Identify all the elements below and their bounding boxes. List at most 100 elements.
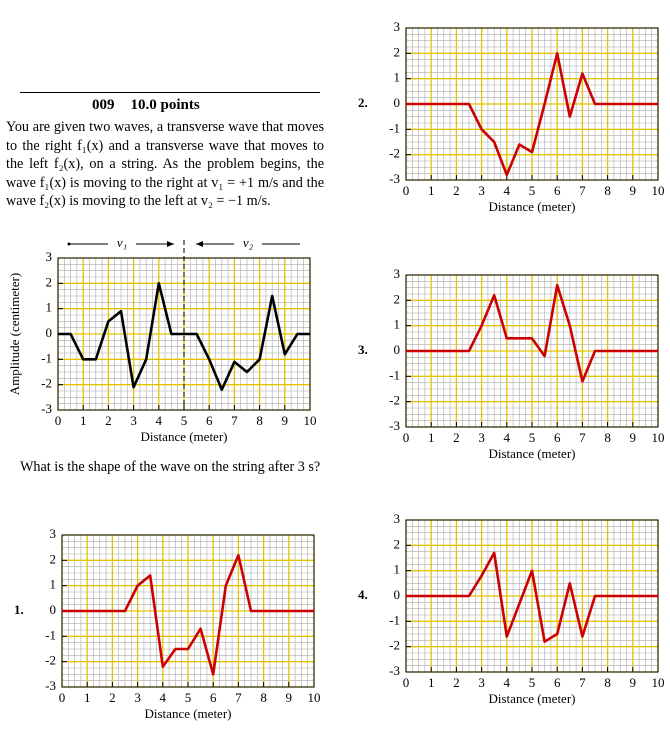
- x-tick-label: 5: [185, 690, 192, 705]
- wave-line: [58, 282, 310, 392]
- y-tick-label: 2: [394, 44, 401, 59]
- x-tick-label: 4: [504, 430, 511, 445]
- option-label: 2.: [358, 95, 368, 110]
- label-bg: [234, 236, 262, 252]
- y-tick-label: 3: [394, 266, 401, 281]
- x-tick-label: 7: [579, 430, 586, 445]
- x-tick-label: 2: [453, 675, 460, 690]
- x-axis-title: Distance (meter): [489, 691, 576, 706]
- problem-text: You are given two waves, a transverse wa…: [6, 119, 324, 209]
- x-tick-label: 5: [181, 413, 188, 428]
- x-tick-label: 1: [428, 183, 435, 198]
- y-axis-title: Amplitude (centimeter): [7, 273, 22, 395]
- y-tick-label: -2: [389, 638, 400, 653]
- x-tick-label: 9: [630, 430, 637, 445]
- y-tick-label: -3: [45, 678, 56, 693]
- y-tick-label: 2: [46, 274, 53, 289]
- x-tick-label: 6: [554, 183, 561, 198]
- option-label: 1.: [14, 602, 24, 617]
- x-tick-label: 6: [554, 430, 561, 445]
- x-tick-label: 3: [478, 183, 485, 198]
- y-tick-label: -3: [389, 663, 400, 678]
- x-tick-label: 1: [84, 690, 91, 705]
- question: What is the shape of the wave on the str…: [20, 459, 321, 475]
- y-tick-label: -3: [389, 171, 400, 186]
- problem-number: 009: [92, 97, 115, 113]
- velocity-label: v₂: [243, 235, 254, 250]
- problem-header: 009 10.0 points: [92, 97, 200, 114]
- x-tick-label: 9: [630, 675, 637, 690]
- y-tick-label: 3: [46, 249, 53, 264]
- option-label: 4.: [358, 587, 368, 602]
- x-tick-label: 10: [652, 675, 665, 690]
- y-tick-label: 2: [394, 536, 401, 551]
- dot: [67, 242, 71, 246]
- y-tick-label: 0: [394, 587, 401, 602]
- y-tick-label: 1: [394, 317, 401, 332]
- x-tick-label: 5: [529, 675, 536, 690]
- x-tick-label: 9: [630, 183, 637, 198]
- wave-line: [406, 52, 658, 177]
- x-tick-label: 1: [80, 413, 87, 428]
- y-tick-label: 2: [394, 291, 401, 306]
- y-tick-label: 1: [394, 562, 401, 577]
- label-bg: [108, 236, 136, 252]
- y-tick-label: 1: [50, 577, 57, 592]
- x-tick-label: 3: [130, 413, 137, 428]
- x-tick-label: 7: [231, 413, 238, 428]
- x-tick-label: 7: [235, 690, 242, 705]
- x-tick-label: 0: [403, 183, 410, 198]
- y-tick-label: 1: [394, 70, 401, 85]
- x-tick-label: 2: [453, 430, 460, 445]
- x-tick-label: 4: [504, 675, 511, 690]
- x-tick-label: 8: [256, 413, 263, 428]
- x-tick-label: 1: [428, 675, 435, 690]
- x-tick-label: 2: [109, 690, 116, 705]
- x-tick-label: 6: [206, 413, 213, 428]
- x-tick-label: 0: [59, 690, 66, 705]
- arrow-head: [196, 241, 203, 247]
- x-tick-label: 0: [403, 430, 410, 445]
- y-tick-label: 2: [50, 551, 57, 566]
- y-tick-label: 3: [394, 19, 401, 34]
- y-tick-label: 3: [394, 511, 401, 526]
- x-tick-label: 1: [428, 430, 435, 445]
- x-axis-title: Distance (meter): [489, 199, 576, 214]
- x-tick-label: 6: [554, 675, 561, 690]
- rule: [20, 92, 320, 93]
- x-tick-label: 4: [156, 413, 163, 428]
- x-tick-label: 10: [308, 690, 321, 705]
- y-tick-label: 0: [394, 342, 401, 357]
- x-tick-label: 10: [304, 413, 317, 428]
- x-axis-title: Distance (meter): [141, 429, 228, 444]
- x-tick-label: 8: [604, 183, 611, 198]
- x-tick-label: 4: [504, 183, 511, 198]
- x-tick-label: 3: [478, 430, 485, 445]
- x-tick-label: 5: [529, 430, 536, 445]
- arrow-head: [167, 241, 174, 247]
- y-tick-label: -1: [389, 367, 400, 382]
- y-tick-label: 0: [46, 325, 53, 340]
- x-tick-label: 8: [604, 675, 611, 690]
- y-tick-label: -2: [45, 653, 56, 668]
- y-tick-label: -2: [389, 393, 400, 408]
- x-tick-label: 5: [529, 183, 536, 198]
- x-tick-label: 9: [286, 690, 293, 705]
- option-label: 3.: [358, 342, 368, 357]
- y-tick-label: -2: [389, 146, 400, 161]
- y-tick-label: -1: [41, 350, 52, 365]
- x-tick-label: 10: [652, 430, 665, 445]
- y-tick-label: 0: [394, 95, 401, 110]
- y-tick-label: -1: [389, 120, 400, 135]
- x-tick-label: 2: [105, 413, 112, 428]
- y-tick-label: -2: [41, 376, 52, 391]
- wave-line: [62, 553, 314, 676]
- x-tick-label: 2: [453, 183, 460, 198]
- x-axis-title: Distance (meter): [145, 706, 232, 721]
- problem-points: 10.0 points: [130, 97, 200, 113]
- y-tick-label: -3: [389, 418, 400, 433]
- x-tick-label: 7: [579, 675, 586, 690]
- wave-line: [406, 283, 658, 383]
